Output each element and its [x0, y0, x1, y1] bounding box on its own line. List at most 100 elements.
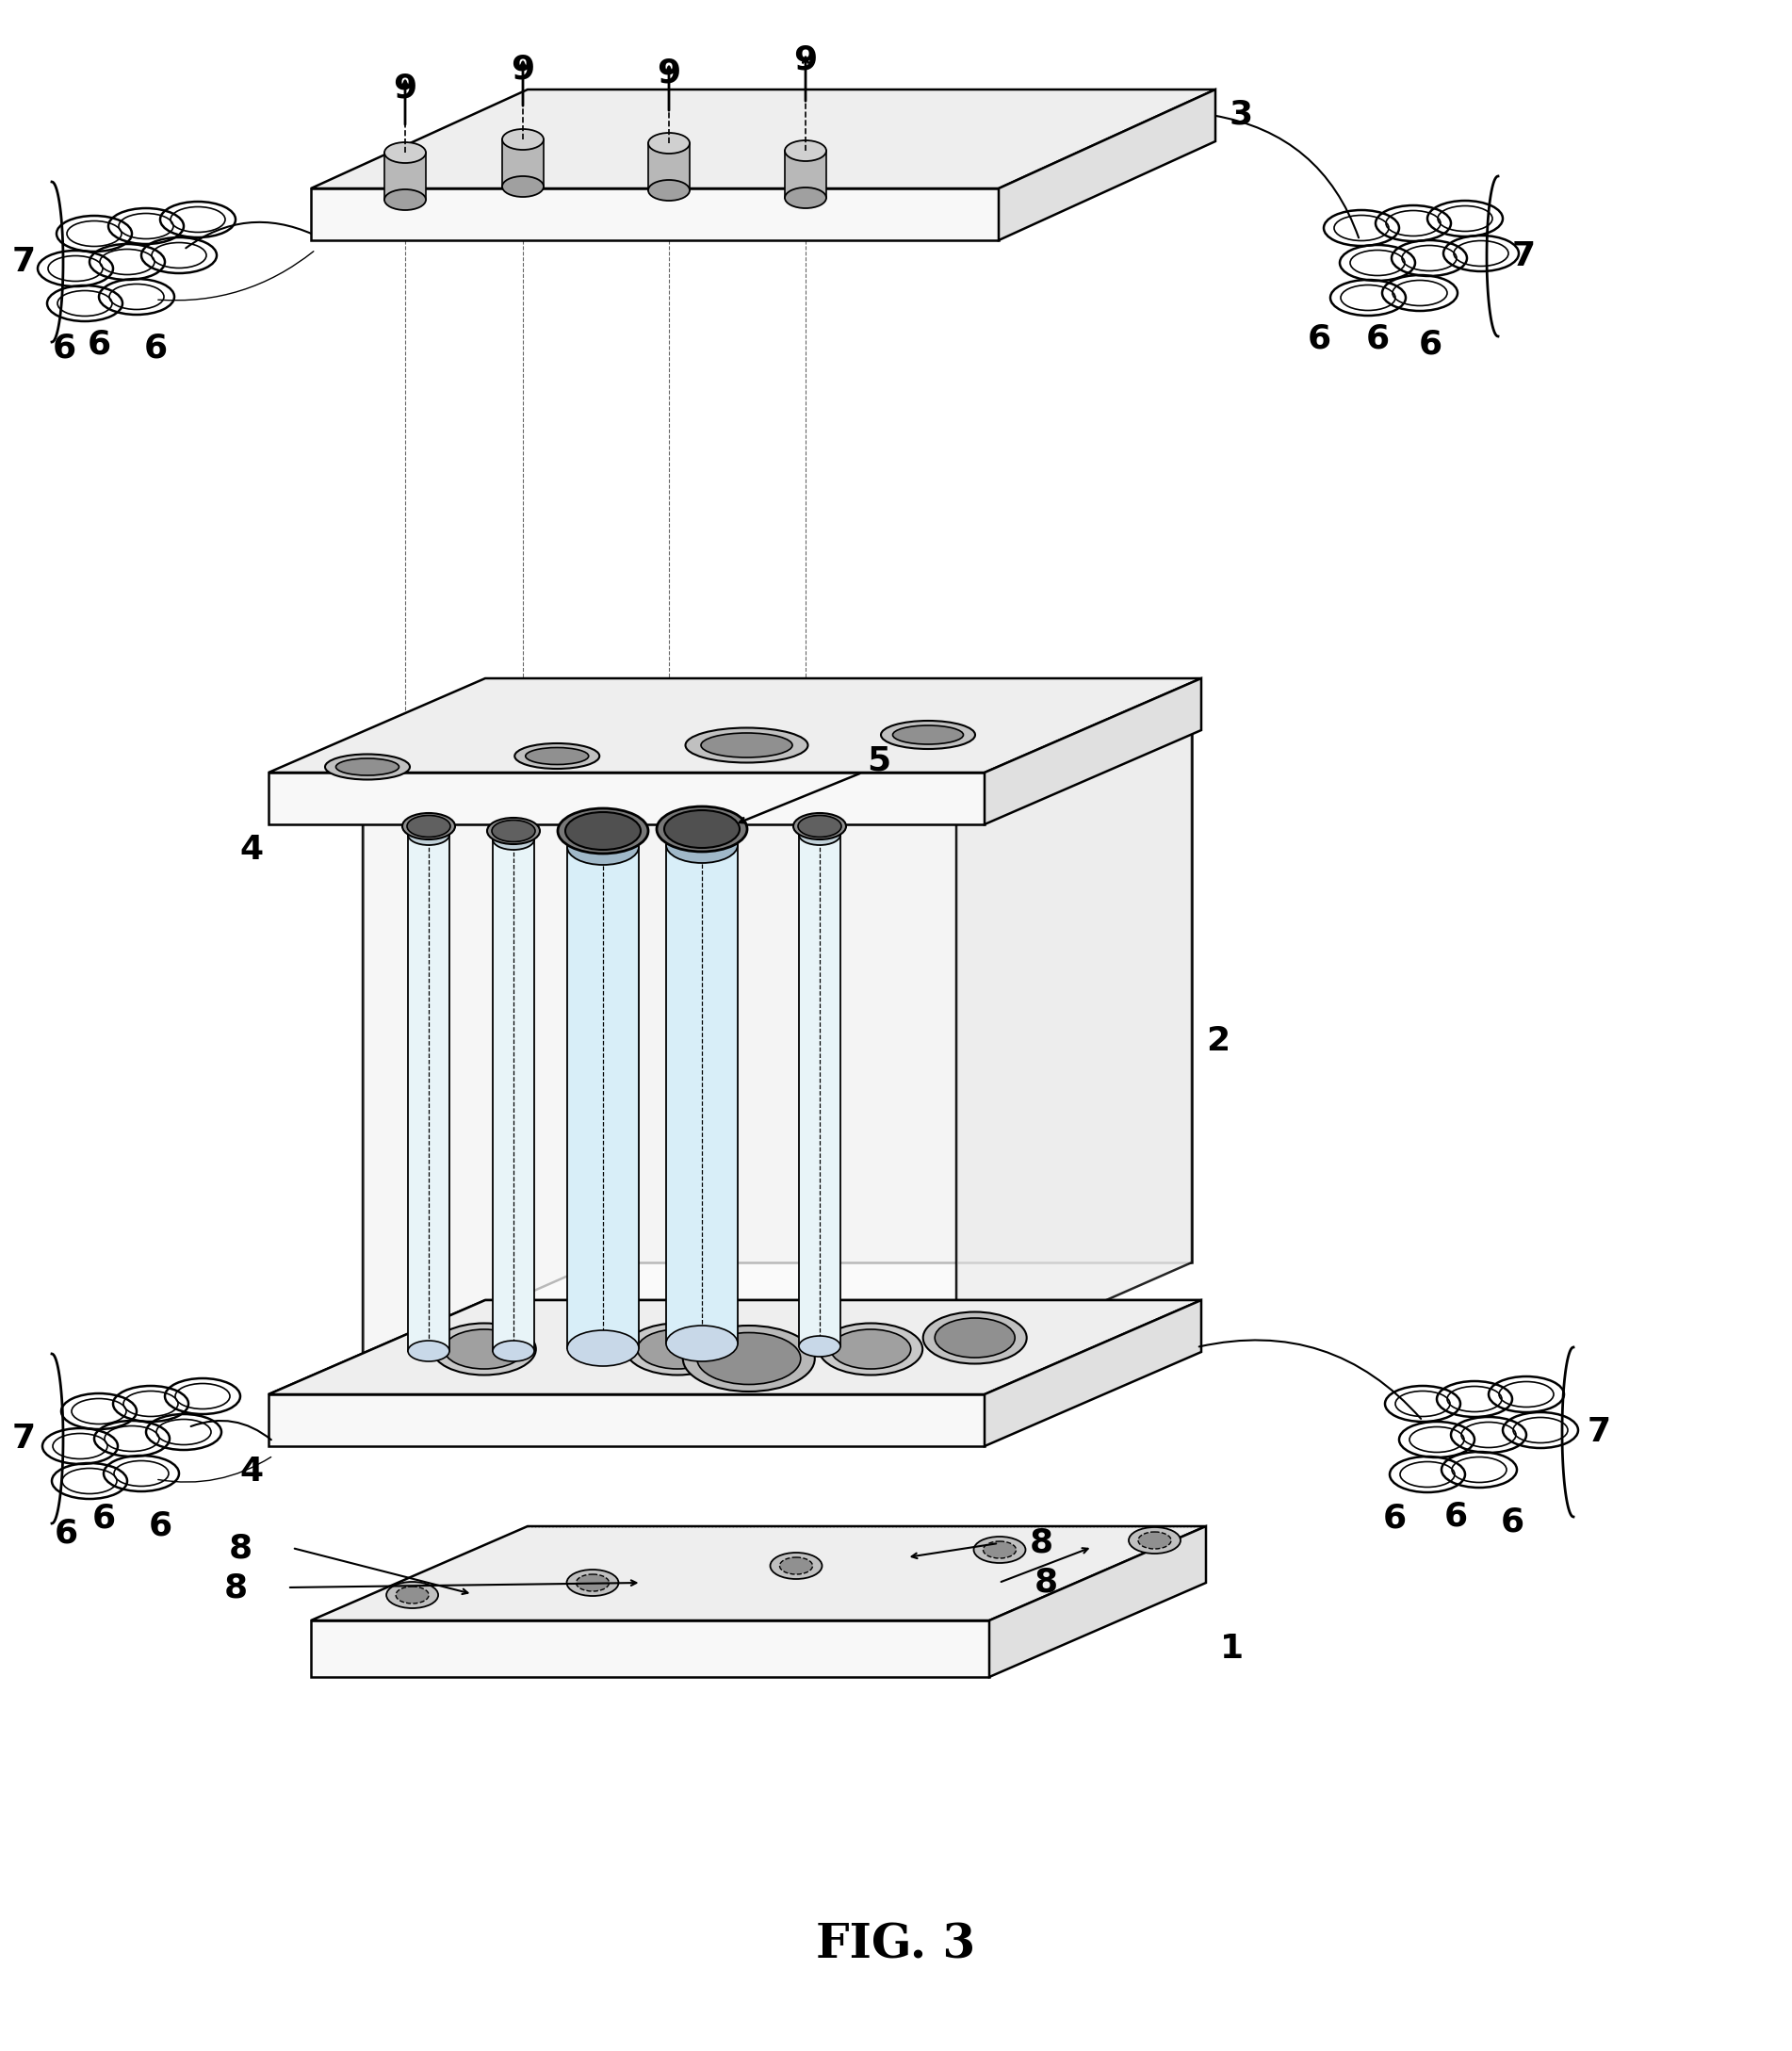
Ellipse shape [649, 133, 690, 154]
Ellipse shape [771, 1553, 823, 1579]
Ellipse shape [385, 142, 426, 162]
Ellipse shape [324, 755, 410, 779]
Ellipse shape [882, 720, 975, 749]
Ellipse shape [385, 189, 426, 209]
Ellipse shape [407, 816, 450, 837]
Text: 4: 4 [240, 835, 263, 866]
Ellipse shape [665, 810, 740, 847]
Ellipse shape [984, 1540, 1016, 1559]
Ellipse shape [785, 139, 826, 162]
Text: 3: 3 [1229, 98, 1253, 131]
Text: 6: 6 [149, 1510, 172, 1540]
Ellipse shape [649, 180, 690, 201]
Ellipse shape [697, 1333, 801, 1384]
Ellipse shape [493, 1341, 534, 1362]
Text: 6: 6 [91, 1503, 115, 1534]
Ellipse shape [667, 827, 738, 863]
Ellipse shape [683, 1325, 815, 1391]
Ellipse shape [799, 825, 840, 845]
Ellipse shape [797, 816, 842, 837]
Polygon shape [957, 716, 1192, 1366]
Text: 1: 1 [1220, 1633, 1244, 1665]
Polygon shape [493, 839, 534, 1352]
Polygon shape [362, 716, 1192, 820]
Polygon shape [269, 679, 1201, 773]
Ellipse shape [409, 825, 450, 845]
Ellipse shape [831, 1329, 910, 1368]
Ellipse shape [396, 1587, 428, 1604]
Ellipse shape [685, 728, 808, 763]
Ellipse shape [1129, 1528, 1181, 1553]
Ellipse shape [444, 1329, 523, 1368]
Ellipse shape [502, 176, 543, 197]
Polygon shape [785, 150, 826, 197]
Polygon shape [568, 847, 638, 1348]
Ellipse shape [525, 747, 588, 765]
Text: 6: 6 [1383, 1501, 1407, 1534]
Ellipse shape [502, 129, 543, 150]
Text: 6: 6 [143, 332, 167, 365]
Text: 7: 7 [1512, 240, 1536, 273]
Ellipse shape [514, 742, 600, 769]
Ellipse shape [780, 1557, 812, 1575]
Ellipse shape [564, 812, 642, 849]
Ellipse shape [819, 1323, 923, 1374]
Text: 6: 6 [54, 1518, 77, 1549]
Ellipse shape [335, 759, 400, 775]
Ellipse shape [557, 808, 649, 853]
Ellipse shape [923, 1313, 1027, 1364]
Ellipse shape [701, 732, 792, 757]
Text: 6: 6 [1444, 1501, 1468, 1532]
Ellipse shape [656, 806, 747, 851]
Ellipse shape [409, 1341, 450, 1362]
Ellipse shape [403, 812, 455, 839]
Polygon shape [599, 716, 1192, 1263]
Text: 6: 6 [1306, 322, 1331, 355]
Ellipse shape [387, 1581, 439, 1608]
Polygon shape [998, 90, 1215, 240]
Text: 4: 4 [240, 1456, 263, 1487]
Text: 6: 6 [88, 328, 111, 359]
Polygon shape [312, 1620, 989, 1678]
Polygon shape [362, 716, 599, 1366]
Ellipse shape [935, 1319, 1014, 1358]
Ellipse shape [487, 818, 539, 845]
Text: 8: 8 [224, 1571, 247, 1604]
Text: 2: 2 [1206, 1026, 1229, 1056]
Polygon shape [269, 1300, 1201, 1395]
Polygon shape [989, 1526, 1206, 1678]
Polygon shape [649, 144, 690, 191]
Ellipse shape [973, 1536, 1025, 1563]
Polygon shape [362, 820, 957, 1366]
Text: 9: 9 [658, 57, 681, 90]
Polygon shape [269, 1395, 984, 1446]
Text: 5: 5 [867, 745, 891, 777]
Text: 6: 6 [1500, 1505, 1523, 1538]
Text: 8: 8 [228, 1532, 253, 1565]
Polygon shape [667, 845, 738, 1343]
Polygon shape [312, 189, 998, 240]
Text: 9: 9 [511, 53, 534, 84]
Polygon shape [312, 90, 1215, 189]
Text: 6: 6 [1419, 328, 1443, 359]
Polygon shape [269, 1300, 1201, 1395]
Ellipse shape [491, 820, 536, 841]
Ellipse shape [493, 829, 534, 849]
Text: 7: 7 [1588, 1415, 1611, 1448]
Ellipse shape [892, 726, 964, 745]
Text: 8: 8 [1034, 1567, 1057, 1600]
Polygon shape [984, 679, 1201, 825]
Text: 9: 9 [392, 72, 418, 105]
Ellipse shape [667, 1325, 738, 1362]
Ellipse shape [794, 812, 846, 839]
Ellipse shape [1138, 1532, 1172, 1549]
Text: 7: 7 [13, 1423, 36, 1454]
Ellipse shape [799, 1335, 840, 1356]
Text: 6: 6 [52, 332, 75, 363]
Ellipse shape [785, 187, 826, 209]
Ellipse shape [568, 1331, 638, 1366]
Polygon shape [502, 139, 543, 187]
Polygon shape [312, 1526, 1206, 1620]
Polygon shape [385, 152, 426, 199]
Ellipse shape [568, 829, 638, 866]
